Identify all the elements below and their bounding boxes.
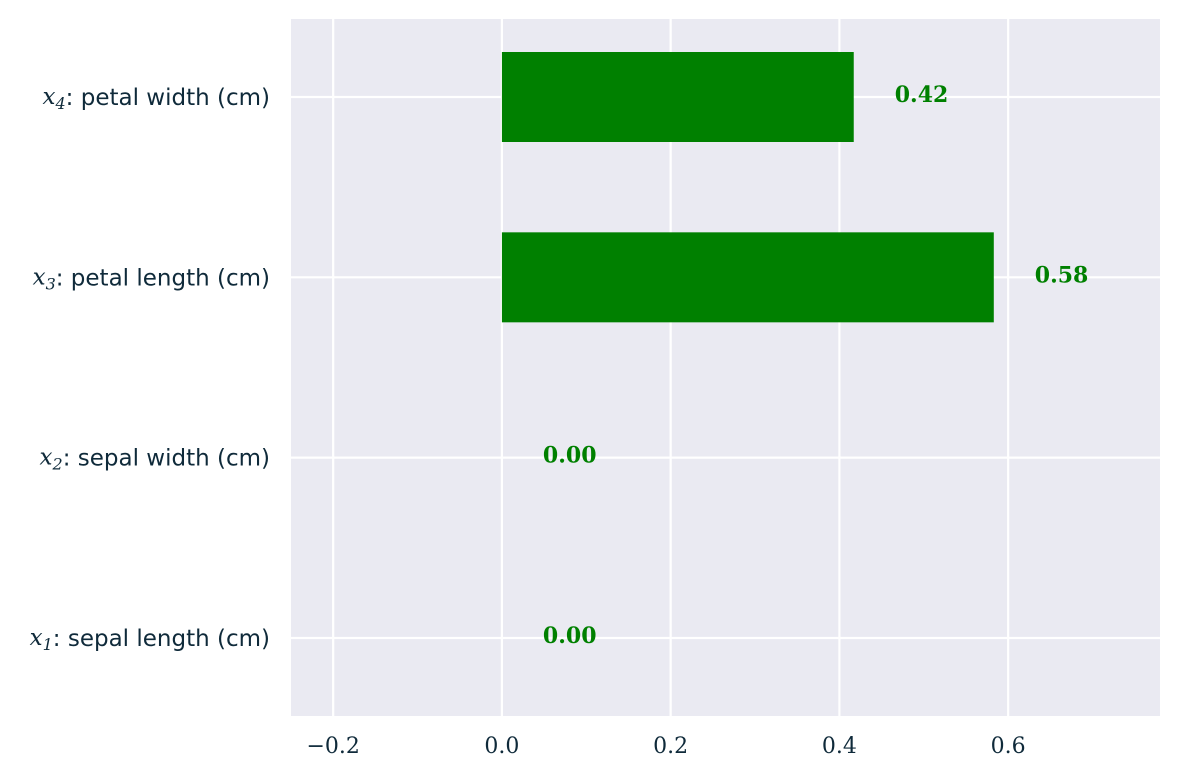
bar	[501, 52, 854, 142]
x-tick-label: −0.2	[306, 734, 359, 759]
y-tick-label: x4: petal width (cm)	[43, 84, 271, 113]
y-axis-ticks: x1: sepal length (cm) x2: sepal width (cm…	[30, 84, 270, 653]
bar-value-label: 0.00	[543, 623, 597, 649]
x-tick-label: 0.2	[653, 734, 688, 759]
data-labels: 0.00 0.00 0.58 0.42	[543, 82, 1088, 649]
x-tick-label: 0.0	[484, 734, 519, 759]
x-tick-label: 0.6	[991, 734, 1026, 759]
y-tick-label: x2: sepal width (cm)	[40, 445, 270, 474]
bar-value-label: 0.42	[895, 82, 949, 108]
bar	[501, 232, 994, 323]
y-tick-label: x1: sepal length (cm)	[30, 625, 270, 654]
bars	[501, 52, 994, 323]
y-tick-label: x3: petal length (cm)	[33, 264, 270, 293]
x-axis-ticks: −0.2 0.0 0.2 0.4 0.6	[306, 734, 1025, 759]
bar-value-label: 0.00	[543, 443, 597, 469]
x-tick-label: 0.4	[822, 734, 857, 759]
bar-value-label: 0.58	[1035, 262, 1089, 288]
